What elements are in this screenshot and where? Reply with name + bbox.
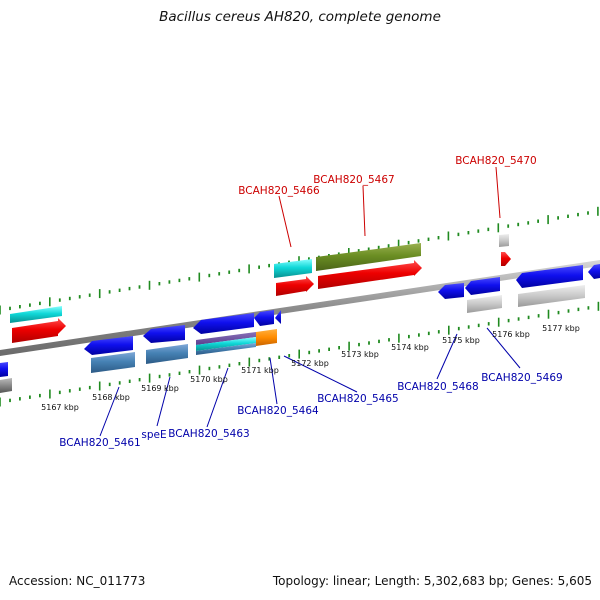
scale-label: 5172 kbp — [291, 359, 329, 368]
gene-feature[interactable] — [196, 343, 256, 355]
gene-arrow[interactable] — [143, 325, 185, 343]
scale-labels: 5167 kbp 5168 kbp 5169 kbp 5170 kbp 5171… — [41, 324, 580, 412]
gene-arrow[interactable] — [193, 313, 254, 334]
gene-arrow[interactable] — [254, 310, 274, 326]
scale-label: 5176 kbp — [492, 330, 530, 339]
gene-arrow[interactable] — [501, 252, 511, 266]
gene-arrow[interactable] — [0, 362, 8, 377]
gene-arrow[interactable] — [318, 260, 422, 289]
map-title: Bacillus cereus AH820, complete genome — [159, 9, 441, 25]
gene-feature[interactable] — [10, 306, 62, 323]
gene-feature[interactable] — [467, 295, 502, 313]
gene-feature[interactable] — [316, 243, 421, 271]
scale-label: 5171 kbp — [241, 366, 279, 375]
gene-arrow[interactable] — [12, 318, 66, 343]
forward-features — [10, 234, 511, 343]
gene-label-bcah820-5469[interactable]: BCAH820_5469 — [481, 372, 562, 384]
gene-feature[interactable] — [196, 337, 256, 351]
gene-feature[interactable] — [499, 234, 509, 247]
gene-feature[interactable] — [0, 378, 12, 393]
forward-gene-labels: BCAH820_5466 BCAH820_5467 BCAH820_5470 — [238, 155, 537, 248]
reverse-gene-labels: BCAH820_5461 speE BCAH820_5463 BCAH820_5… — [59, 327, 563, 449]
gene-feature[interactable] — [196, 332, 256, 345]
gene-feature[interactable] — [518, 285, 585, 307]
gene-arrow[interactable] — [438, 283, 464, 299]
scale-label: 5173 kbp — [341, 350, 379, 359]
gene-feature[interactable] — [146, 344, 188, 364]
gene-label-bcah820-5467[interactable]: BCAH820_5467 — [313, 174, 394, 186]
gene-feature[interactable] — [256, 329, 277, 346]
gene-label-bcah820-5465[interactable]: BCAH820_5465 — [317, 393, 398, 405]
gene-arrow[interactable] — [276, 276, 314, 296]
gene-label-bcah820-5468[interactable]: BCAH820_5468 — [397, 381, 478, 393]
scale-label: 5170 kbp — [190, 375, 228, 384]
gene-label-spee[interactable]: speE — [141, 429, 166, 441]
gene-label-bcah820-5470[interactable]: BCAH820_5470 — [455, 155, 536, 167]
scale-label: 5175 kbp — [442, 336, 480, 345]
lower-ruler — [0, 301, 600, 407]
gene-feature[interactable] — [274, 259, 312, 278]
gene-arrow[interactable] — [465, 277, 500, 295]
scale-label: 5174 kbp — [391, 343, 429, 352]
upper-ruler — [0, 206, 599, 315]
gene-arrow[interactable] — [516, 265, 583, 288]
reverse-features — [0, 264, 600, 393]
accession-text: Accession: NC_011773 — [9, 574, 146, 588]
gene-arrow[interactable] — [84, 336, 133, 355]
gene-label-bcah820-5464[interactable]: BCAH820_5464 — [237, 405, 319, 417]
gene-feature[interactable] — [91, 352, 135, 373]
gene-label-bcah820-5466[interactable]: BCAH820_5466 — [238, 185, 320, 197]
genome-summary-text: Topology: linear; Length: 5,302,683 bp; … — [272, 574, 592, 588]
scale-label: 5167 kbp — [41, 403, 79, 412]
scale-label: 5169 kbp — [141, 384, 179, 393]
gene-arrow[interactable] — [588, 264, 600, 279]
gene-arrow[interactable] — [275, 310, 281, 324]
gene-label-bcah820-5463[interactable]: BCAH820_5463 — [168, 428, 249, 440]
scale-label: 5177 kbp — [542, 324, 580, 333]
gene-label-bcah820-5461[interactable]: BCAH820_5461 — [59, 437, 140, 449]
scale-label: 5168 kbp — [92, 393, 130, 402]
